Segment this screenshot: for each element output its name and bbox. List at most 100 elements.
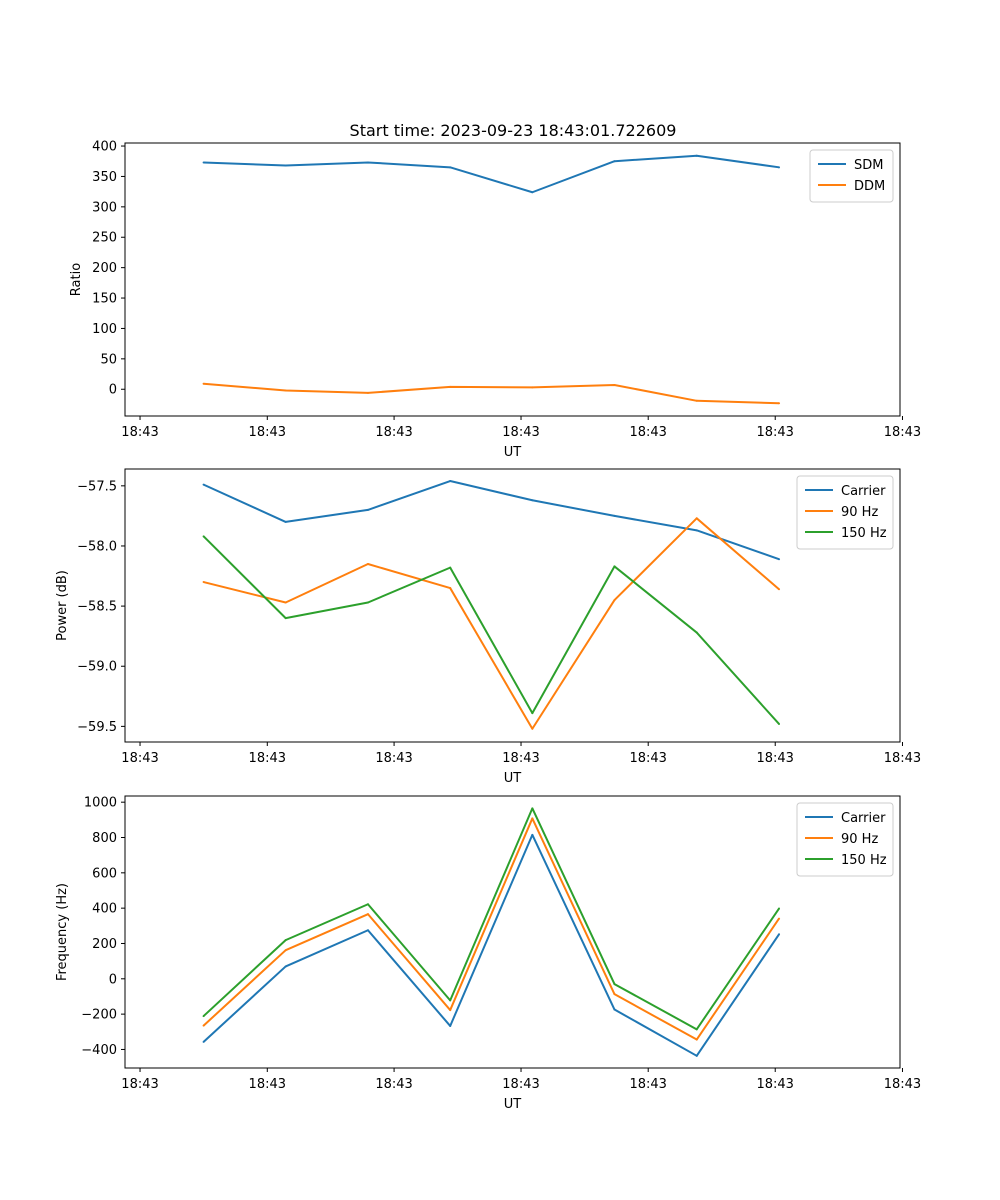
x-tick-label: 18:43	[249, 425, 286, 440]
y-tick-label: −400	[81, 1043, 117, 1058]
legend-label: 90 Hz	[841, 505, 878, 520]
data-point	[284, 389, 287, 392]
panels: 18:43 18:43 18:43 18:43 18:43 18:43 18:43 0 50 10…	[55, 140, 921, 1112]
x-tick-label: 18:43	[249, 1077, 286, 1092]
plot-frame	[124, 795, 901, 1069]
data-point	[284, 617, 287, 620]
data-point	[366, 508, 369, 511]
x-tick-label: 18:43	[375, 1077, 412, 1092]
legend-label: DDM	[854, 179, 885, 194]
data-point	[695, 631, 698, 634]
data-point	[695, 399, 698, 402]
x-axis-label: UT	[504, 445, 522, 460]
data-point	[695, 1054, 698, 1057]
data-point	[531, 386, 534, 389]
y-tick-label: 200	[92, 937, 117, 952]
data-point	[695, 1028, 698, 1031]
x-tick-label: 18:43	[121, 425, 158, 440]
data-point	[531, 712, 534, 715]
y-tick-label: −58.5	[77, 600, 117, 615]
data-point	[449, 999, 452, 1002]
series-line-carrier	[202, 833, 780, 1057]
data-point	[778, 933, 781, 936]
legend-label: Carrier	[841, 811, 886, 826]
data-point	[449, 385, 452, 388]
panel-2: 18:43 18:43 18:43 18:43 18:43 18:43 18:43 −59.5…	[55, 468, 921, 786]
x-axis-label: UT	[504, 771, 522, 786]
data-point	[778, 558, 781, 561]
data-point	[284, 601, 287, 604]
legend-label: 150 Hz	[841, 526, 887, 541]
data-point	[202, 1040, 205, 1043]
data-point	[366, 563, 369, 566]
data-point	[449, 480, 452, 483]
data-point	[202, 161, 205, 164]
data-point	[613, 383, 616, 386]
y-tick-label: 150	[92, 292, 117, 307]
y-tick-label: 400	[92, 902, 117, 917]
data-point	[613, 1008, 616, 1011]
x-tick-label: 18:43	[629, 751, 666, 766]
x-tick-label: 18:43	[502, 425, 539, 440]
x-axis-label: UT	[504, 1097, 522, 1112]
y-tick-label: −59.0	[77, 660, 117, 675]
y-tick-label: 250	[92, 231, 117, 246]
y-tick-label: 200	[92, 261, 117, 276]
legend-label: 150 Hz	[841, 853, 887, 868]
plot-frame	[124, 468, 901, 743]
data-point	[613, 993, 616, 996]
x-tick-label: 18:43	[375, 751, 412, 766]
y-tick-label: 300	[92, 200, 117, 215]
series-line-sdm	[203, 154, 780, 194]
data-point	[366, 391, 369, 394]
y-tick-label: 400	[92, 140, 117, 155]
chart-title: Start time: 2023-09-23 18:43:01.722609	[350, 121, 677, 140]
legend-box	[796, 475, 894, 550]
data-point	[778, 722, 781, 725]
data-point	[284, 949, 287, 952]
data-point	[778, 402, 781, 405]
legend: Carrier 90 Hz 150 Hz	[796, 475, 894, 550]
legend-label: 90 Hz	[841, 832, 878, 847]
data-point	[695, 154, 698, 157]
data-point	[531, 499, 534, 502]
data-point	[284, 965, 287, 968]
series-line-150-hz	[202, 807, 780, 1031]
data-point	[531, 817, 534, 820]
data-point	[778, 917, 781, 920]
data-point	[449, 1024, 452, 1027]
data-point	[695, 1038, 698, 1041]
y-axis-label: Ratio	[69, 263, 84, 296]
data-point	[202, 535, 205, 538]
data-point	[202, 581, 205, 584]
y-tick-label: 350	[92, 170, 117, 185]
legend-label: SDM	[854, 158, 883, 173]
data-point	[284, 164, 287, 167]
data-point	[778, 588, 781, 591]
data-point	[778, 907, 781, 910]
x-tick-label: 18:43	[249, 751, 286, 766]
data-point	[613, 983, 616, 986]
data-point	[531, 191, 534, 194]
y-tick-label: 0	[109, 383, 117, 398]
data-point	[202, 1015, 205, 1018]
x-tick-label: 18:43	[884, 1077, 921, 1092]
legend: Carrier 90 Hz 150 Hz	[796, 802, 894, 877]
plot-frame	[124, 142, 901, 417]
y-axis-label: Frequency (Hz)	[55, 883, 70, 981]
panel-1: 18:43 18:43 18:43 18:43 18:43 18:43 18:43 0 50 10…	[69, 140, 921, 460]
y-tick-label: 50	[100, 352, 117, 367]
data-point	[449, 587, 452, 590]
data-point	[366, 903, 369, 906]
panel-3: 18:43 18:43 18:43 18:43 18:43 18:43 18:43 −400 −…	[55, 795, 921, 1112]
data-point	[449, 166, 452, 169]
data-point	[202, 382, 205, 385]
x-tick-label: 18:43	[502, 751, 539, 766]
data-point	[531, 807, 534, 810]
x-tick-label: 18:43	[375, 425, 412, 440]
series-line-90-hz	[203, 517, 780, 730]
y-tick-label: −200	[81, 1008, 117, 1023]
data-point	[366, 601, 369, 604]
x-tick-label: 18:43	[629, 1077, 666, 1092]
legend-box	[796, 802, 894, 877]
